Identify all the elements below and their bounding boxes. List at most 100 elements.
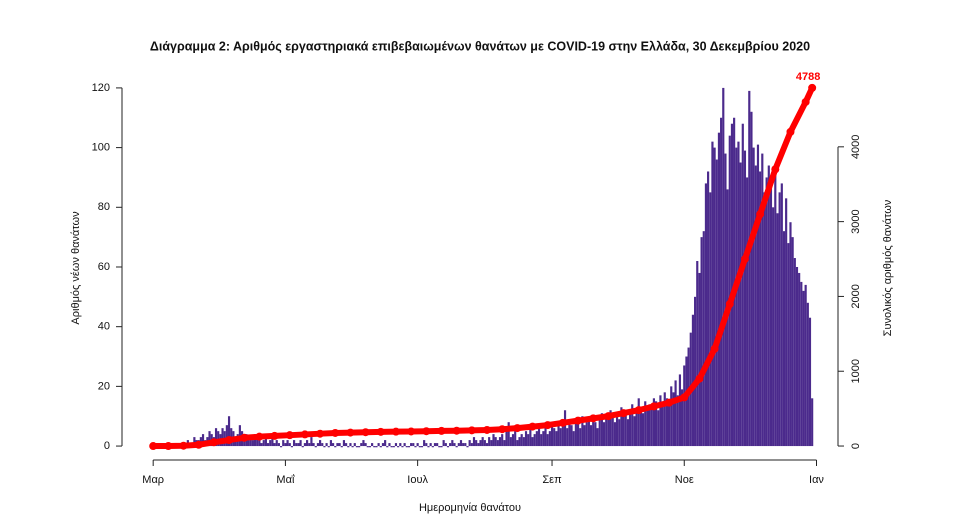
bar — [574, 419, 577, 447]
bar — [431, 446, 434, 448]
bar — [791, 237, 794, 447]
y-tick-label: 60 — [98, 261, 110, 273]
bar — [570, 425, 573, 447]
bar — [702, 231, 705, 447]
cumulative-point — [316, 429, 325, 438]
bar — [555, 431, 558, 447]
bar — [334, 446, 337, 448]
bar — [485, 443, 489, 447]
bar — [665, 398, 669, 447]
bar — [260, 443, 263, 447]
bar — [288, 443, 291, 447]
bar — [275, 440, 278, 447]
bar — [498, 437, 502, 447]
cumulative-point — [543, 421, 552, 430]
bar — [340, 446, 343, 448]
bar — [412, 443, 415, 447]
bar — [347, 446, 350, 448]
bar — [769, 186, 773, 447]
bar — [273, 443, 276, 447]
cumulative-point — [528, 422, 537, 431]
bar — [550, 425, 554, 447]
bar — [648, 404, 651, 447]
bar — [722, 87, 725, 447]
x-tick-label: Μαΐ — [276, 474, 295, 486]
bar — [800, 281, 803, 447]
bar — [225, 425, 228, 447]
bar — [668, 401, 671, 447]
bar — [730, 123, 734, 447]
y-tick-label: 0 — [104, 440, 110, 452]
y2-tick-label: 1000 — [850, 359, 862, 383]
bar — [620, 407, 623, 447]
cumulative-point — [574, 416, 583, 425]
bar — [338, 443, 341, 447]
bar — [325, 443, 328, 447]
bar — [759, 171, 762, 447]
bar — [368, 446, 372, 448]
bar — [440, 446, 443, 448]
bar — [292, 440, 296, 447]
bar — [650, 407, 653, 447]
bar — [277, 443, 280, 447]
bar — [345, 443, 348, 447]
bar — [397, 446, 400, 448]
bar — [746, 177, 749, 447]
bar — [403, 443, 406, 447]
cumulative-point — [437, 426, 446, 435]
bar — [446, 446, 450, 448]
bar — [802, 290, 805, 447]
bar — [737, 141, 740, 447]
bar — [470, 443, 473, 447]
bar — [583, 425, 586, 447]
cumulative-point — [164, 442, 173, 451]
bar — [611, 416, 614, 447]
cumulative-point — [665, 398, 674, 407]
bar — [503, 440, 506, 447]
bar — [789, 222, 792, 447]
bar — [316, 443, 320, 447]
bar — [596, 428, 599, 447]
bar — [481, 437, 484, 447]
bar — [579, 428, 582, 447]
cumulative-point — [513, 424, 522, 433]
bar — [546, 434, 549, 447]
bar — [761, 153, 764, 447]
bar — [201, 434, 205, 447]
bar — [423, 440, 426, 447]
cumulative-point — [771, 165, 780, 174]
bar — [362, 440, 365, 447]
bar — [615, 413, 619, 447]
bar — [433, 443, 437, 447]
bar — [388, 443, 391, 447]
bar — [553, 428, 556, 447]
bar — [227, 416, 231, 447]
bar — [782, 231, 786, 447]
cumulative-label: 4788 — [796, 71, 820, 83]
cumulative-point — [467, 426, 476, 435]
y-tick-label: 80 — [98, 201, 110, 213]
y2-tick-label: 2000 — [850, 284, 862, 308]
bar — [613, 422, 616, 447]
cumulative-point — [240, 433, 249, 442]
bar — [501, 434, 504, 447]
bar — [336, 443, 339, 447]
bar — [420, 446, 424, 448]
cumulative-point — [786, 127, 795, 136]
bar — [407, 446, 411, 448]
bar — [295, 443, 298, 447]
y-tick-label: 100 — [92, 142, 110, 154]
cumulative-point — [391, 427, 400, 436]
bar — [778, 192, 781, 447]
bar — [587, 419, 590, 447]
bar — [462, 443, 465, 447]
bar — [355, 446, 359, 448]
cumulative-point — [270, 431, 279, 440]
bar — [674, 380, 677, 447]
bar — [379, 446, 382, 448]
bar — [572, 431, 575, 447]
bar — [635, 410, 638, 447]
bar — [279, 446, 283, 448]
cumulative-point — [808, 83, 817, 92]
bar — [633, 416, 636, 447]
